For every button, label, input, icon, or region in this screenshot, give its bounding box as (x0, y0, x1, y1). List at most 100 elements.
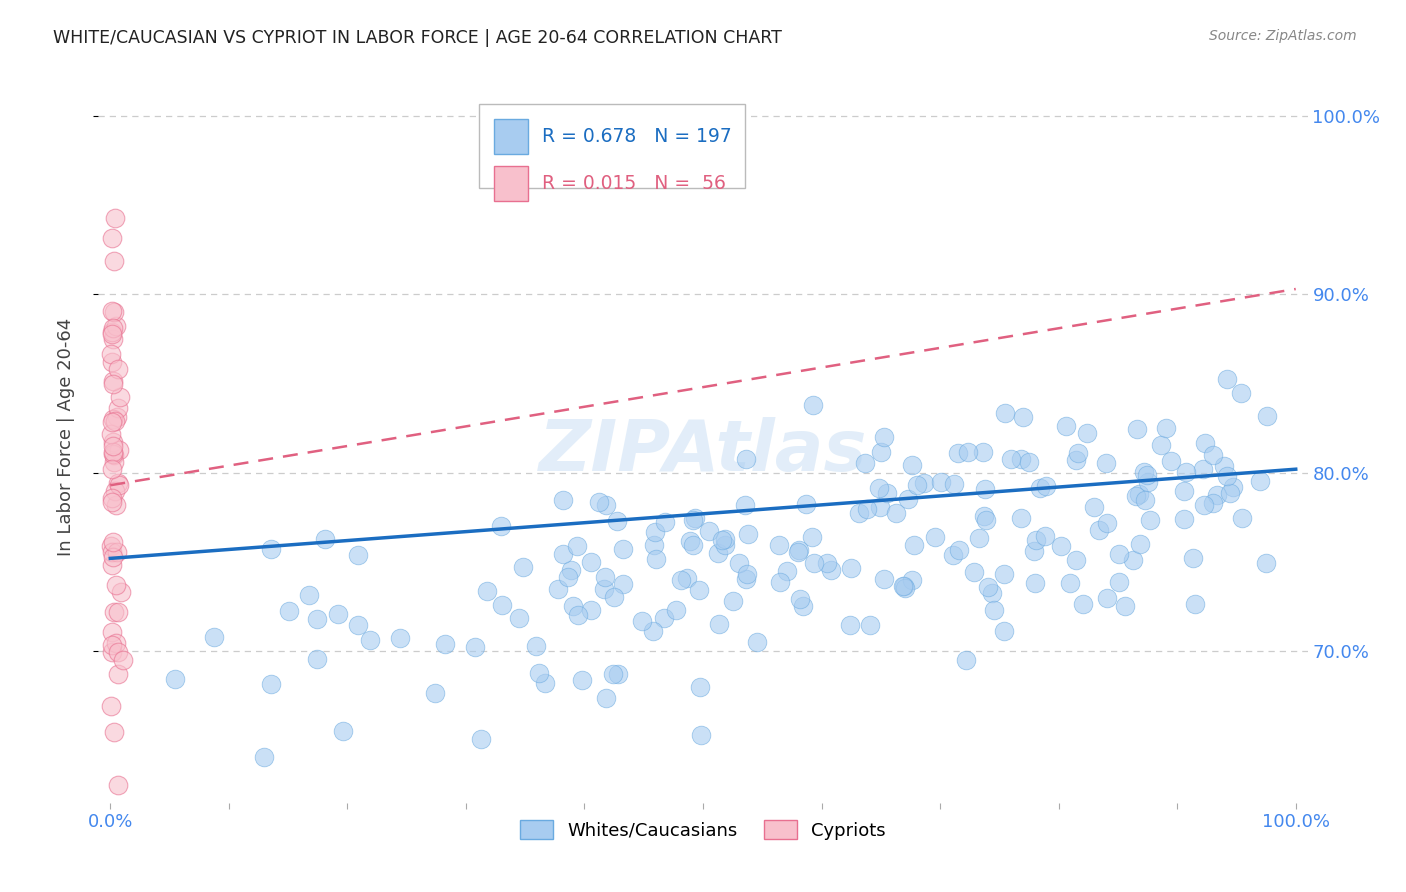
Point (1025, 533, 1047, 547)
Point (101, 495, 124, 509)
Point (103, 254, 125, 268)
Point (1050, 539, 1073, 553)
Point (491, 598, 513, 612)
Point (579, 555, 602, 569)
Point (1136, 475, 1159, 489)
Point (1216, 468, 1239, 483)
Point (553, 547, 575, 561)
Point (101, 534, 124, 549)
Point (612, 541, 634, 556)
Point (477, 584, 499, 599)
Point (713, 532, 735, 546)
Point (108, 443, 131, 458)
Point (163, 673, 186, 687)
Point (107, 476, 129, 491)
Point (735, 451, 758, 466)
Point (994, 406, 1017, 420)
Point (787, 545, 810, 559)
Point (737, 526, 759, 541)
Point (820, 563, 842, 577)
FancyBboxPatch shape (494, 166, 527, 201)
Point (929, 475, 952, 490)
Point (588, 495, 610, 509)
Point (107, 362, 129, 376)
Point (489, 518, 512, 533)
Point (897, 491, 920, 506)
Point (1029, 481, 1052, 495)
Point (565, 539, 588, 553)
Point (1194, 435, 1216, 450)
Point (641, 624, 664, 638)
Point (551, 493, 574, 508)
Point (1192, 498, 1215, 512)
Point (425, 686, 447, 700)
Point (688, 582, 710, 597)
Point (1216, 371, 1239, 385)
Point (768, 538, 790, 552)
Point (1230, 385, 1253, 400)
Point (1024, 575, 1046, 590)
Point (1174, 465, 1197, 479)
Point (884, 506, 907, 520)
Point (801, 530, 824, 544)
Point (298, 588, 321, 602)
Point (107, 605, 129, 619)
Point (1184, 597, 1206, 611)
Point (803, 556, 825, 570)
Point (1205, 488, 1227, 502)
Point (1000, 452, 1022, 467)
Point (912, 475, 935, 490)
Point (101, 332, 124, 346)
Point (595, 690, 617, 705)
Point (103, 377, 125, 392)
Point (737, 566, 759, 581)
Point (332, 723, 354, 738)
Point (631, 615, 654, 629)
Point (100, 346, 122, 360)
Point (644, 525, 666, 540)
Point (593, 570, 616, 584)
Text: R = 0.678   N = 197: R = 0.678 N = 197 (543, 127, 733, 146)
Point (1071, 597, 1094, 611)
Point (876, 485, 898, 500)
Point (100, 230, 122, 244)
Point (689, 680, 711, 694)
Point (669, 573, 692, 587)
Point (977, 580, 1000, 594)
Point (1202, 448, 1225, 462)
Point (579, 603, 602, 617)
Point (1010, 451, 1032, 466)
Point (1126, 422, 1149, 436)
Point (942, 549, 965, 563)
Point (1076, 425, 1098, 440)
Point (1219, 485, 1241, 500)
Point (100, 698, 122, 713)
Point (676, 571, 699, 585)
Point (278, 604, 301, 618)
Point (856, 502, 879, 516)
Point (643, 538, 665, 552)
Point (873, 573, 896, 587)
Point (839, 561, 862, 575)
Point (1160, 454, 1182, 468)
Text: Source: ZipAtlas.com: Source: ZipAtlas.com (1209, 29, 1357, 44)
Point (893, 579, 915, 593)
Point (105, 319, 128, 334)
Point (104, 414, 127, 428)
Point (682, 538, 704, 552)
Point (679, 534, 702, 549)
Point (612, 577, 634, 591)
Text: R = 0.015   N =  56: R = 0.015 N = 56 (543, 174, 725, 193)
Point (1035, 479, 1057, 493)
Point (747, 635, 769, 649)
Point (683, 510, 706, 524)
Point (1095, 516, 1118, 531)
Point (101, 645, 124, 659)
Point (905, 478, 928, 492)
Point (107, 778, 129, 792)
Point (1064, 452, 1087, 467)
Point (103, 412, 125, 426)
Point (307, 612, 329, 626)
Point (1108, 574, 1130, 589)
Point (606, 514, 628, 528)
